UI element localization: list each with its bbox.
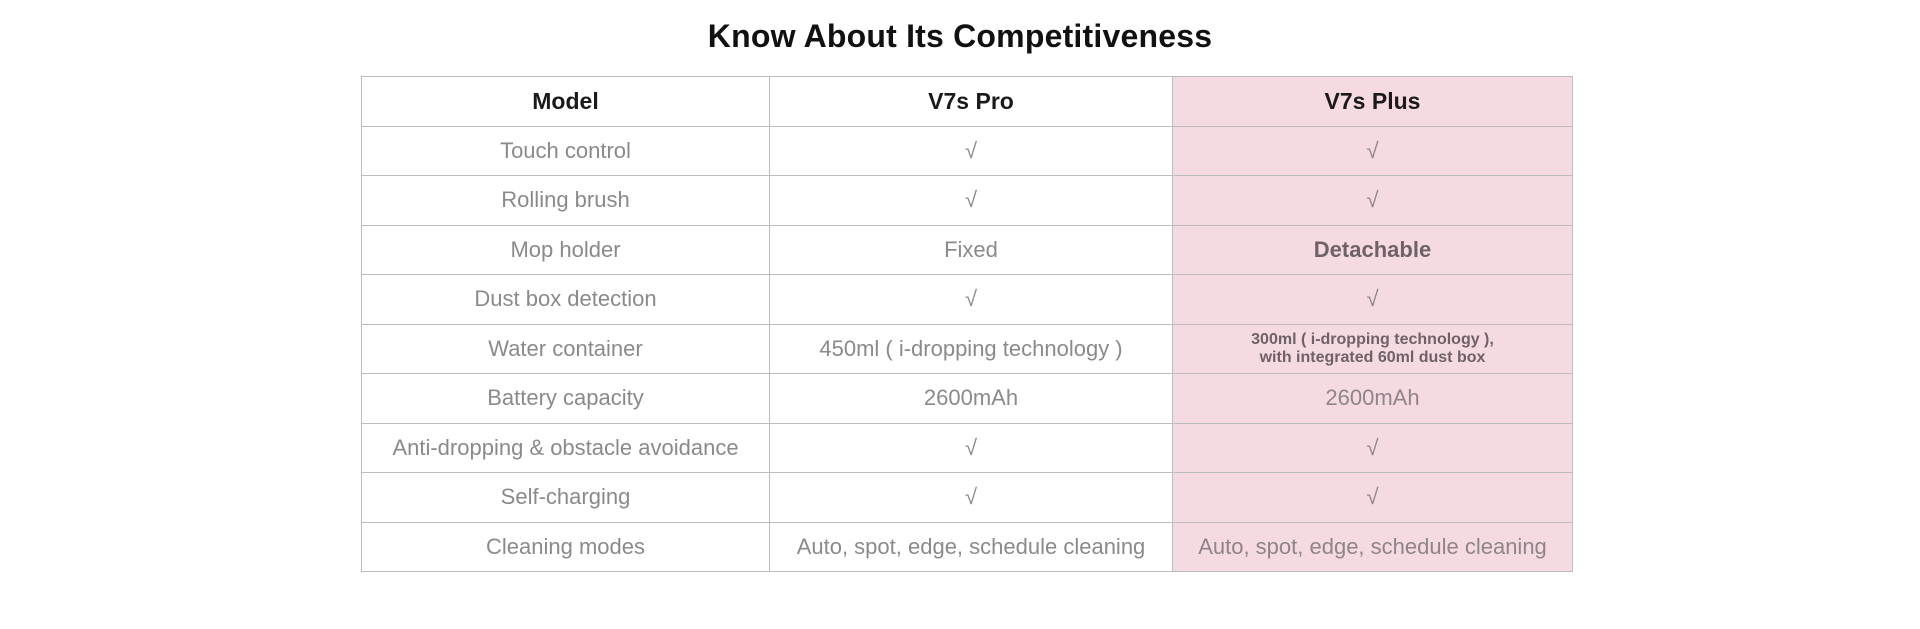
feature-cell: Dust box detection — [361, 274, 770, 325]
plus-value-cell: √ — [1172, 175, 1573, 226]
plus-value-cell: Detachable — [1172, 224, 1573, 275]
pro-value-cell: Auto, spot, edge, schedule cleaning — [769, 521, 1173, 572]
feature-cell: Mop holder — [361, 224, 770, 275]
feature-cell: Touch control — [361, 125, 770, 176]
page-title: Know About Its Competitiveness — [707, 18, 1213, 54]
plus-value-cell: √ — [1172, 422, 1573, 473]
pro-value-cell: √ — [769, 472, 1173, 523]
table-row: Touch control √ √ — [361, 125, 1573, 176]
plus-value-cell: Auto, spot, edge, schedule cleaning — [1172, 521, 1573, 572]
feature-cell: Water container — [361, 323, 770, 374]
pro-value-cell: 2600mAh — [769, 373, 1173, 424]
table-row: Battery capacity 2600mAh 2600mAh — [361, 373, 1573, 424]
plus-value-cell: √ — [1172, 125, 1573, 176]
pro-value-cell: √ — [769, 175, 1173, 226]
table-row: Dust box detection √ √ — [361, 274, 1573, 325]
table-header-row: Model V7s Pro V7s Plus — [361, 76, 1573, 127]
plus-value-line-1: 300ml ( i-dropping technology ), — [1251, 330, 1494, 348]
header-model: Model — [361, 76, 770, 127]
pro-value-cell: Fixed — [769, 224, 1173, 275]
table-row: Mop holder Fixed Detachable — [361, 224, 1573, 275]
plus-value-cell: 2600mAh — [1172, 373, 1573, 424]
feature-cell: Anti-dropping & obstacle avoidance — [361, 422, 770, 473]
feature-cell: Battery capacity — [361, 373, 770, 424]
feature-cell: Rolling brush — [361, 175, 770, 226]
table-row: Self-charging √ √ — [361, 472, 1573, 523]
pro-value-cell: √ — [769, 125, 1173, 176]
feature-cell: Self-charging — [361, 472, 770, 523]
pro-value-cell: 450ml ( i-dropping technology ) — [769, 323, 1173, 374]
header-v7s-pro: V7s Pro — [769, 76, 1173, 127]
feature-cell: Cleaning modes — [361, 521, 770, 572]
comparison-table: Model V7s Pro V7s Plus Touch control √ √… — [361, 76, 1573, 572]
header-v7s-plus: V7s Plus — [1172, 76, 1573, 127]
plus-value-line-2: with integrated 60ml dust box — [1259, 348, 1486, 366]
table-row: Anti-dropping & obstacle avoidance √ √ — [361, 422, 1573, 473]
plus-value-cell: 300ml ( i-dropping technology ), with in… — [1172, 323, 1573, 374]
table-row: Cleaning modes Auto, spot, edge, schedul… — [361, 521, 1573, 572]
table-row: Water container 450ml ( i-dropping techn… — [361, 323, 1573, 374]
table-row: Rolling brush √ √ — [361, 175, 1573, 226]
plus-value-cell: √ — [1172, 472, 1573, 523]
pro-value-cell: √ — [769, 422, 1173, 473]
plus-value-cell: √ — [1172, 274, 1573, 325]
pro-value-cell: √ — [769, 274, 1173, 325]
